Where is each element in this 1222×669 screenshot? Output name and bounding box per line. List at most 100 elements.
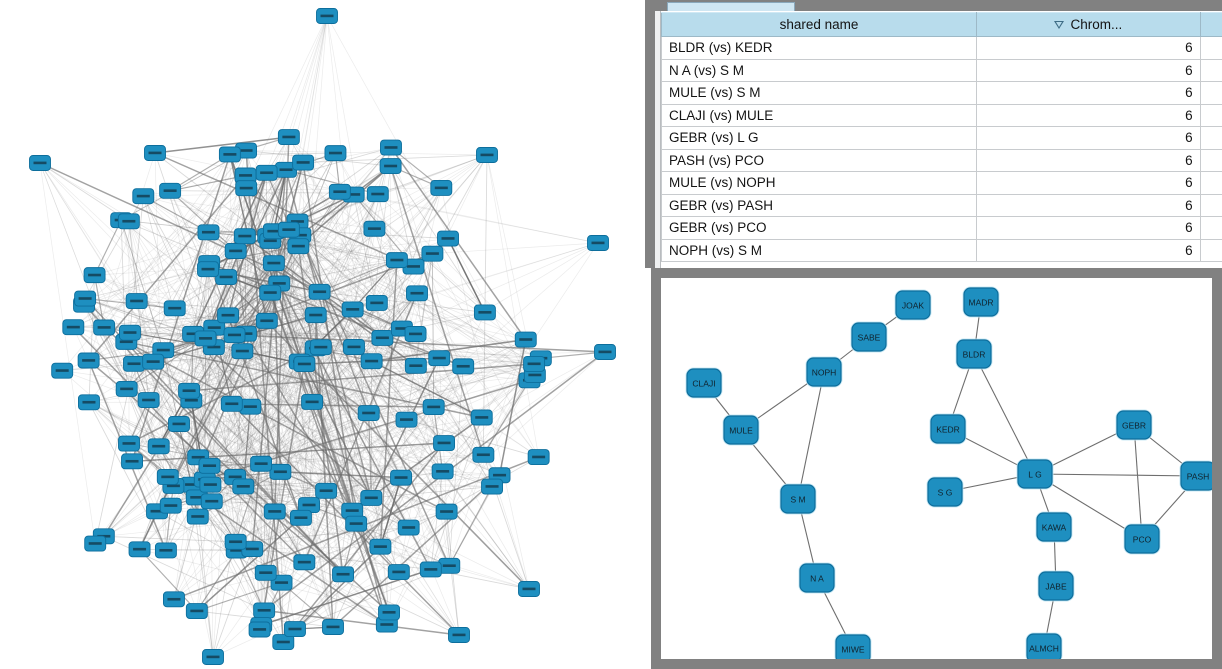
- graph-edge[interactable]: [229, 154, 390, 613]
- graph-edge[interactable]: [208, 169, 287, 264]
- graph-edge[interactable]: [85, 245, 299, 299]
- graph-edge[interactable]: [167, 374, 535, 478]
- graph-node[interactable]: [360, 353, 383, 370]
- graph-edge[interactable]: [304, 511, 447, 563]
- graph-edge[interactable]: [408, 242, 599, 528]
- graph-edge[interactable]: [196, 406, 251, 612]
- graph-edge[interactable]: [243, 486, 447, 512]
- graph-edge[interactable]: [274, 511, 305, 563]
- graph-edge[interactable]: [243, 486, 431, 570]
- graph-node[interactable]: GEBR: [1115, 409, 1153, 441]
- graph-node[interactable]: [83, 267, 106, 284]
- graph-edge[interactable]: [288, 136, 493, 487]
- graph-edge[interactable]: [154, 152, 414, 268]
- graph-edge[interactable]: [231, 403, 450, 567]
- graph-edge[interactable]: [250, 253, 433, 407]
- table-cell-shared_name[interactable]: N A (vs) S M: [660, 58, 978, 82]
- graph-node[interactable]: [263, 503, 286, 520]
- graph-node[interactable]: [431, 463, 454, 480]
- graph-edge[interactable]: [213, 346, 500, 476]
- graph-edge[interactable]: [415, 253, 433, 366]
- node-shape[interactable]: [835, 634, 871, 659]
- table-cell-chrom[interactable]: 6: [976, 171, 1201, 195]
- graph-edge[interactable]: [263, 351, 606, 612]
- graph-edge[interactable]: [208, 15, 328, 264]
- graph-edge[interactable]: [325, 147, 392, 491]
- graph-edge[interactable]: [431, 253, 435, 408]
- table-cell-chrom[interactable]: 6: [976, 193, 1201, 217]
- graph-node[interactable]: [365, 295, 388, 311]
- graph-edge[interactable]: [235, 250, 355, 348]
- graph-node[interactable]: [395, 411, 418, 428]
- graph-edge[interactable]: [236, 550, 388, 625]
- graph-edge[interactable]: [380, 366, 464, 547]
- graph-edge[interactable]: [94, 274, 192, 485]
- graph-edge[interactable]: [88, 402, 450, 567]
- full-network-view[interactable]: [0, 0, 645, 669]
- graph-edge[interactable]: [73, 193, 378, 328]
- graph-edge[interactable]: [94, 275, 105, 328]
- graph-edge[interactable]: [139, 548, 390, 613]
- graph-edge[interactable]: [129, 150, 247, 333]
- graph-node[interactable]: [366, 186, 389, 203]
- graph-edge[interactable]: [386, 417, 483, 625]
- graph-edge[interactable]: [73, 187, 247, 328]
- graph-edge[interactable]: [398, 363, 535, 573]
- graph-node[interactable]: [269, 463, 292, 480]
- graph-edge[interactable]: [94, 333, 247, 544]
- graph-edge[interactable]: [208, 232, 460, 636]
- graph-node[interactable]: [371, 329, 394, 346]
- graph-edge[interactable]: [273, 263, 357, 524]
- graph-node[interactable]: [51, 362, 74, 379]
- graph-edge[interactable]: [225, 276, 316, 349]
- graph-node[interactable]: [255, 312, 278, 329]
- graph-edge[interactable]: [139, 548, 198, 612]
- graph-edge[interactable]: [208, 262, 464, 368]
- graph-edge[interactable]: [300, 348, 317, 518]
- graph-edge[interactable]: [273, 231, 407, 420]
- graph-node[interactable]: [142, 353, 165, 370]
- graph-edge[interactable]: [84, 298, 262, 626]
- graph-edge[interactable]: [191, 357, 541, 485]
- graph-edge[interactable]: [167, 262, 210, 478]
- node-shape[interactable]: [723, 415, 759, 445]
- graph-node[interactable]: S G: [926, 476, 964, 508]
- graph-edge[interactable]: [231, 403, 282, 583]
- graph-edge[interactable]: [273, 230, 321, 293]
- graph-edge[interactable]: [388, 419, 407, 613]
- graph-edge[interactable]: [189, 357, 541, 392]
- graph-edge[interactable]: [326, 15, 530, 381]
- graph-edge[interactable]: [281, 253, 433, 583]
- graph-node[interactable]: [200, 493, 223, 510]
- graph-edge[interactable]: [231, 403, 434, 408]
- graph-edge[interactable]: [278, 147, 392, 284]
- graph-edge[interactable]: [205, 338, 372, 499]
- graph-edge[interactable]: [288, 229, 486, 313]
- graph-node[interactable]: [357, 405, 380, 422]
- node-shape[interactable]: [1116, 410, 1152, 440]
- graph-edge[interactable]: [210, 293, 418, 485]
- graph-edge[interactable]: [297, 15, 328, 222]
- graph-edge[interactable]: [396, 154, 488, 261]
- graph-node[interactable]: [272, 634, 295, 651]
- graph-node[interactable]: [224, 533, 247, 550]
- graph-edge[interactable]: [178, 423, 447, 512]
- table-vertical-scrollbar[interactable]: [655, 11, 661, 268]
- graph-node[interactable]: [470, 409, 493, 426]
- graph-edge[interactable]: [447, 238, 486, 313]
- graph-node[interactable]: [93, 319, 116, 336]
- graph-node[interactable]: [309, 339, 332, 356]
- graph-node[interactable]: [360, 489, 383, 506]
- graph-edge[interactable]: [269, 240, 450, 566]
- table-tab-stub[interactable]: [667, 2, 795, 11]
- graph-edge[interactable]: [88, 349, 164, 362]
- graph-edge[interactable]: [234, 339, 526, 478]
- graph-node[interactable]: [117, 213, 140, 230]
- graph-edge[interactable]: [245, 187, 378, 304]
- graph-edge[interactable]: [197, 169, 287, 458]
- graph-edge[interactable]: [235, 250, 334, 628]
- graph-edge[interactable]: [371, 360, 483, 419]
- node-shape[interactable]: [1036, 512, 1072, 542]
- graph-edge[interactable]: [236, 347, 322, 551]
- graph-node[interactable]: [390, 469, 412, 486]
